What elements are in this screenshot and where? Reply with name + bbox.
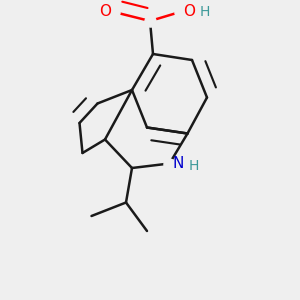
Text: H: H [200,5,210,19]
Text: O: O [183,4,195,20]
Text: H: H [189,160,200,173]
Text: N: N [172,156,184,171]
Text: O: O [99,4,111,20]
